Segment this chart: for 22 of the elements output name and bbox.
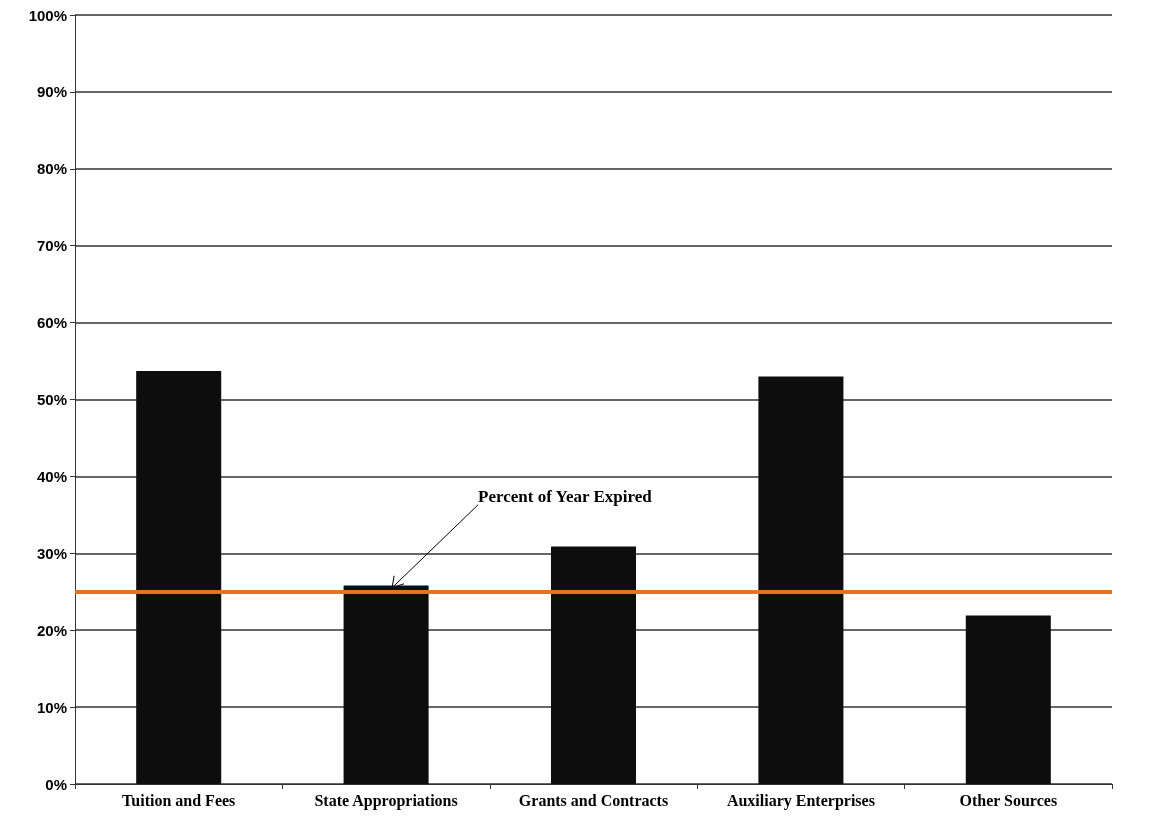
- x-tick-label: Grants and Contracts: [518, 791, 669, 809]
- bar: [758, 376, 844, 784]
- y-tick-label: 90%: [36, 83, 67, 101]
- y-tick-label: 0%: [45, 775, 67, 793]
- y-tick-label: 50%: [36, 391, 67, 408]
- y-tick-label: 60%: [36, 314, 67, 332]
- bar: [343, 585, 429, 784]
- x-tick-label: Other Sources: [959, 791, 1058, 809]
- y-tick-label: 20%: [36, 621, 67, 639]
- bar: [550, 546, 637, 784]
- y-tick-label: 100%: [28, 6, 67, 24]
- bar: [136, 371, 222, 784]
- bar: [965, 615, 1051, 784]
- ref-line-label: Percent of Year Expired: [478, 486, 653, 506]
- y-tick-label: 30%: [36, 544, 67, 562]
- x-tick-label: Auxiliary Enterprises: [726, 791, 875, 810]
- y-tick-label: 10%: [36, 698, 67, 716]
- x-tick-label: Tuition and Fees: [122, 791, 236, 809]
- y-tick-label: 40%: [36, 467, 67, 485]
- y-tick-label: 80%: [36, 160, 67, 178]
- y-tick-label: 70%: [36, 237, 67, 255]
- x-tick-label: State Appropriations: [314, 791, 458, 810]
